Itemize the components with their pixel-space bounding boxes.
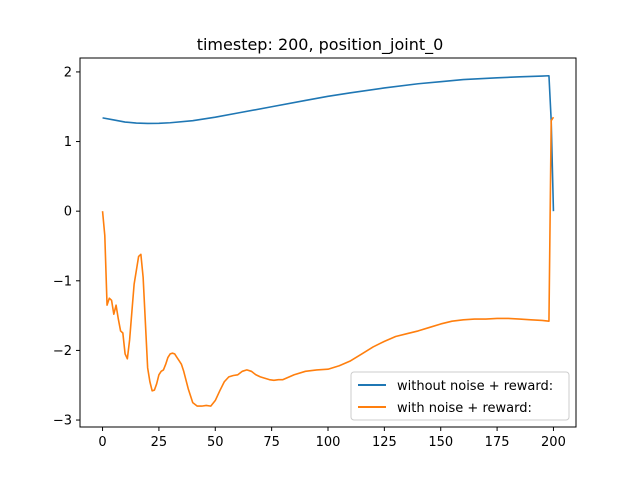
x-tick-label: 150 [428, 435, 453, 450]
chart-title: timestep: 200, position_joint_0 [197, 35, 444, 55]
x-axis-ticks: 0 25 50 75 100 125 150 175 200 [98, 427, 566, 450]
x-tick-label: 0 [98, 435, 106, 450]
legend-label-with-noise: with noise + reward: [397, 401, 532, 416]
legend-box [350, 371, 570, 421]
x-tick-label: 25 [151, 435, 168, 450]
x-tick-label: 175 [485, 435, 510, 450]
x-tick-label: 75 [263, 435, 280, 450]
legend: without noise + reward: with noise + rew… [350, 371, 570, 421]
y-tick-label: 1 [64, 135, 72, 150]
legend-label-without-noise: without noise + reward: [397, 379, 553, 394]
y-tick-label: −3 [53, 414, 72, 429]
series-line-1 [101, 116, 555, 407]
y-tick-label: 2 [64, 65, 72, 80]
x-tick-label: 50 [207, 435, 224, 450]
x-tick-label: 125 [372, 435, 397, 450]
y-tick-label: −1 [53, 274, 72, 289]
y-tick-label: −2 [53, 344, 72, 359]
y-tick-label: 0 [64, 205, 72, 220]
series-line-0 [102, 74, 555, 212]
x-tick-label: 100 [316, 435, 341, 450]
y-axis-ticks: 2 1 0 −1 −2 −3 [53, 65, 80, 429]
x-tick-label: 200 [541, 435, 566, 450]
plot-lines [101, 74, 555, 407]
